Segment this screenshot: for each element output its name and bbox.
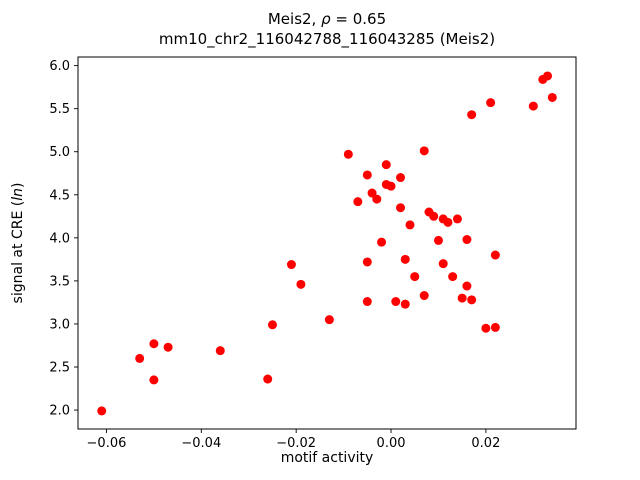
data-point [443, 217, 453, 227]
ticks-layer: −0.06 −0.04 −0.02 0.00 0.02 2.0 2.5 3.0 3.5 4.0 4.… [49, 59, 500, 451]
data-point [419, 146, 429, 156]
data-point [267, 320, 277, 330]
data-point [462, 281, 472, 291]
y-tick-label: 2.0 [49, 404, 70, 419]
y-tick-label: 5.0 [49, 145, 70, 160]
data-point [438, 259, 448, 269]
data-point [135, 353, 145, 363]
data-point [543, 71, 553, 81]
data-point [149, 339, 159, 349]
axes-box [77, 56, 577, 430]
data-point [490, 322, 500, 332]
data-point [362, 297, 372, 307]
data-point [215, 346, 225, 356]
plot-title: Meis2, ρ = 0.65 [268, 10, 386, 28]
data-point [457, 293, 467, 303]
x-tick-label: −0.04 [181, 436, 221, 451]
y-tick-label: 4.5 [49, 188, 70, 203]
y-tick-label: 3.0 [49, 317, 70, 332]
data-point [419, 291, 429, 301]
data-point [286, 260, 296, 270]
data-point [296, 279, 306, 289]
data-point [467, 295, 477, 305]
data-point [97, 406, 107, 416]
data-point [452, 214, 462, 224]
data-point [448, 272, 458, 282]
data-point [163, 342, 173, 352]
data-point [263, 374, 273, 384]
y-tick-label: 3.5 [49, 274, 70, 289]
data-point [400, 299, 410, 309]
data-point [410, 272, 420, 282]
y-tick-label: 5.5 [49, 102, 70, 117]
data-point [481, 323, 491, 333]
data-point [396, 203, 406, 213]
data-point [396, 173, 406, 183]
y-axis-label: signal at CRE (ln) [10, 183, 26, 304]
data-point [324, 315, 334, 325]
data-point [377, 237, 387, 247]
data-point [462, 235, 472, 245]
data-point [362, 257, 372, 267]
data-point [467, 110, 477, 120]
data-point [490, 250, 500, 260]
data-point [386, 181, 396, 191]
plot-subtitle: mm10_chr2_116042788_116043285 (Meis2) [159, 30, 495, 49]
data-point [391, 297, 401, 307]
data-point [528, 101, 538, 111]
x-tick-label: −0.02 [276, 436, 316, 451]
data-point [343, 149, 353, 159]
data-point [362, 170, 372, 180]
data-point [400, 254, 410, 264]
x-tick-label: −0.06 [87, 436, 127, 451]
data-point [486, 98, 496, 108]
data-point [429, 211, 439, 221]
y-tick-label: 4.0 [49, 231, 70, 246]
data-point [547, 92, 557, 102]
data-point [367, 188, 377, 198]
data-point [149, 375, 159, 385]
y-tick-label: 6.0 [49, 59, 70, 74]
y-tick-label: 2.5 [49, 361, 70, 376]
data-point [433, 235, 443, 245]
data-point [381, 160, 391, 170]
x-tick-label: 0.00 [377, 436, 406, 451]
data-point [405, 220, 415, 230]
data-points-layer [97, 71, 557, 416]
x-tick-label: 0.02 [471, 436, 500, 451]
data-point [353, 197, 363, 207]
x-axis-label: motif activity [281, 450, 374, 466]
data-point [372, 194, 382, 204]
